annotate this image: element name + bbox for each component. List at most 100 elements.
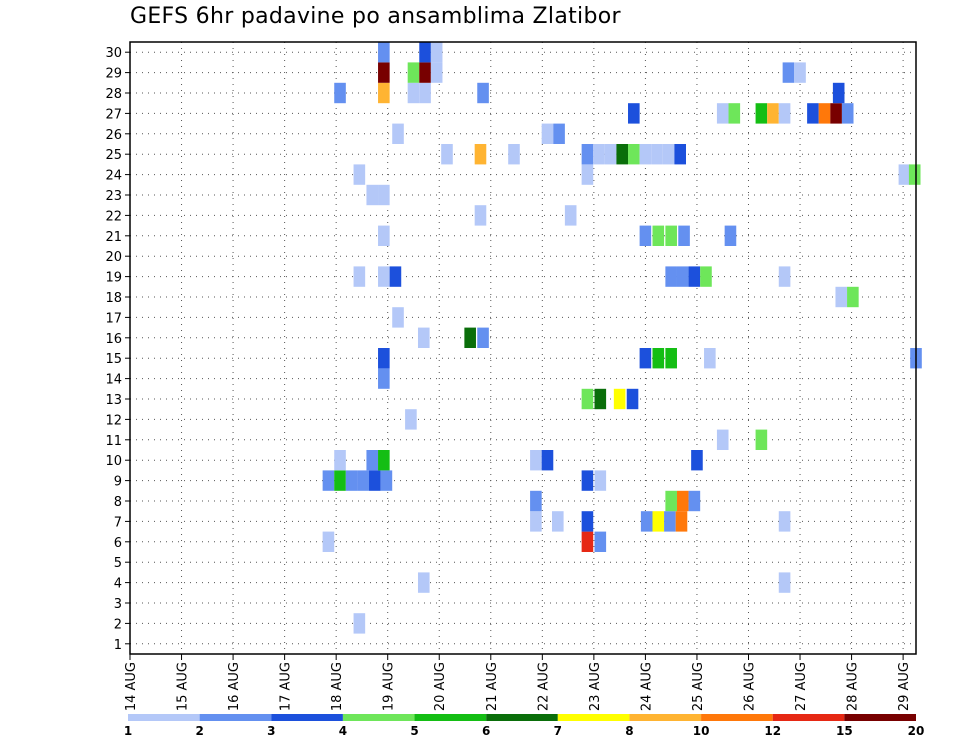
- heat-cell: [392, 123, 404, 144]
- heat-cell: [908, 164, 921, 185]
- heat-cell: [830, 103, 842, 124]
- y-tick-label: 25: [105, 148, 122, 163]
- y-tick-label: 1: [114, 638, 122, 653]
- heat-cell: [417, 572, 430, 593]
- heat-cell: [652, 348, 665, 369]
- heat-cell: [407, 82, 420, 104]
- y-tick-label: 7: [114, 515, 122, 530]
- x-tick-label: 29 AUG: [897, 662, 912, 711]
- heat-cell: [378, 348, 390, 369]
- heat-cell: [392, 307, 404, 328]
- colorbar-label: 6: [482, 724, 490, 738]
- heat-cell: [334, 82, 346, 104]
- heat-cell: [389, 266, 402, 287]
- heat-cell: [898, 164, 911, 185]
- colorbar-label: 10: [693, 724, 710, 738]
- y-tick-label: 15: [105, 352, 122, 367]
- plot-frame: [129, 41, 917, 655]
- heat-cell: [704, 348, 716, 369]
- heat-cell: [380, 470, 393, 491]
- heat-cell: [419, 62, 431, 83]
- y-tick-label: 24: [105, 169, 122, 184]
- y-tick-label: 12: [105, 413, 122, 428]
- heat-cell: [841, 103, 854, 124]
- y-tick-label: 23: [105, 189, 122, 204]
- heat-cell: [639, 348, 652, 369]
- y-tick-label: 19: [105, 271, 122, 286]
- y-tick-label: 16: [105, 332, 122, 347]
- heat-cell: [334, 470, 346, 491]
- heat-cell: [564, 205, 577, 226]
- y-tick-label: 27: [105, 107, 122, 122]
- heat-cell: [778, 266, 791, 287]
- y-tick-label: 14: [105, 373, 122, 388]
- y-tick-label: 9: [114, 475, 122, 490]
- x-tick-label: 14 AUG: [124, 662, 139, 711]
- heat-cell: [724, 225, 737, 246]
- heat-cell: [551, 511, 564, 532]
- x-tick-label: 25 AUG: [691, 662, 706, 711]
- heat-cell: [464, 327, 476, 348]
- x-tick-label: 24 AUG: [639, 662, 654, 711]
- x-tick-label: 19 AUG: [382, 662, 397, 711]
- heat-cell: [665, 348, 677, 369]
- heat-cell: [652, 225, 665, 246]
- heat-cell: [378, 184, 390, 206]
- heat-cell: [688, 266, 701, 287]
- heat-cell: [474, 205, 487, 226]
- colorbar-segment: [772, 714, 845, 721]
- heat-cell: [369, 470, 381, 491]
- heat-cell: [334, 450, 346, 471]
- heat-cell: [322, 531, 335, 552]
- x-tick-label: 18 AUG: [330, 662, 345, 711]
- heat-cell: [581, 511, 594, 532]
- heat-cell: [541, 450, 554, 471]
- heat-cell: [639, 144, 652, 165]
- heat-cell: [628, 103, 640, 124]
- heat-cell: [594, 531, 607, 552]
- heat-cell: [678, 225, 690, 246]
- colorbar-segment: [342, 714, 415, 721]
- heat-cell: [581, 388, 594, 410]
- heat-cell: [378, 450, 390, 471]
- heat-cell: [378, 62, 390, 83]
- heat-cell: [688, 490, 701, 512]
- heat-cell: [807, 103, 819, 124]
- heat-cell: [366, 184, 379, 206]
- heat-cell: [581, 531, 594, 552]
- y-tick-label: 20: [105, 250, 122, 265]
- colorbar-label: 2: [195, 724, 203, 738]
- heat-cell: [581, 164, 594, 185]
- heat-cell: [419, 42, 431, 63]
- x-tick-label: 23 AUG: [588, 662, 603, 711]
- heat-cell: [665, 225, 677, 246]
- heat-cell: [651, 144, 663, 165]
- x-tick-label: 21 AUG: [485, 662, 500, 711]
- heat-cell: [835, 286, 848, 308]
- x-tick-label: 17 AUG: [279, 662, 294, 711]
- heat-cell: [640, 511, 653, 532]
- heat-cell: [778, 511, 791, 532]
- heat-cell: [581, 470, 594, 491]
- heat-cell: [628, 144, 640, 165]
- heat-cell: [847, 286, 859, 308]
- heat-cell: [530, 511, 542, 532]
- heat-cell: [676, 266, 689, 287]
- y-tick-label: 22: [105, 209, 122, 224]
- y-tick-label: 3: [114, 597, 122, 612]
- colorbar-segment: [629, 714, 702, 721]
- y-tick-label: 18: [105, 291, 122, 306]
- colorbar-segment: [199, 714, 272, 721]
- y-tick-label: 4: [114, 577, 122, 592]
- x-tick-label: 20 AUG: [433, 662, 448, 711]
- heat-cell: [430, 42, 443, 63]
- heat-cell: [353, 164, 366, 185]
- x-tick-label: 26 AUG: [742, 662, 757, 711]
- heat-cell: [405, 409, 417, 430]
- y-tick-label: 30: [105, 46, 122, 61]
- heat-cell: [474, 144, 487, 165]
- y-tick-label: 28: [105, 87, 122, 102]
- heat-cell: [613, 388, 626, 410]
- y-tick-label: 8: [114, 495, 122, 510]
